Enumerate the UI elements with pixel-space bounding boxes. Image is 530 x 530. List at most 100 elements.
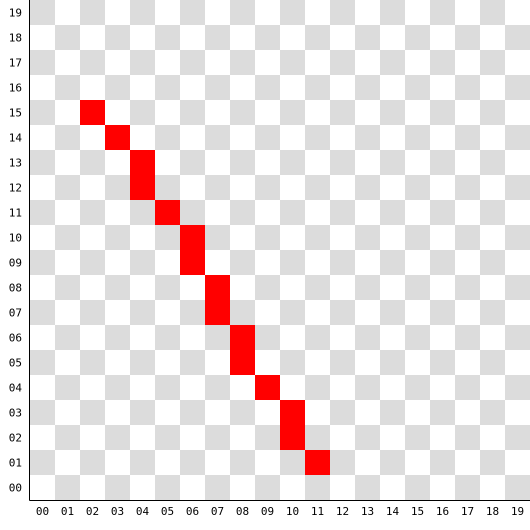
grid-cell (405, 350, 430, 375)
grid-cell (55, 250, 80, 275)
grid-cell (405, 25, 430, 50)
grid-cell (480, 100, 505, 125)
filled-cell (130, 150, 155, 175)
grid-cell (505, 400, 530, 425)
grid-cell (130, 225, 155, 250)
grid-cell (480, 125, 505, 150)
grid-cell (405, 100, 430, 125)
grid-cell (330, 225, 355, 250)
grid-cell (480, 300, 505, 325)
grid-cell (105, 425, 130, 450)
grid-cell (455, 125, 480, 150)
grid-cell (405, 375, 430, 400)
x-tick-label: 13 (361, 505, 374, 518)
grid-cell (280, 450, 305, 475)
grid-cell (280, 125, 305, 150)
grid-cell (305, 50, 330, 75)
grid-cell (430, 100, 455, 125)
grid-cell (55, 225, 80, 250)
grid-cell (180, 425, 205, 450)
grid-cell (230, 75, 255, 100)
grid-cell (30, 100, 55, 125)
y-tick-label: 09 (9, 257, 22, 270)
grid-cell (130, 325, 155, 350)
grid-cell (230, 375, 255, 400)
grid-cell (330, 250, 355, 275)
y-tick-label: 04 (9, 382, 23, 395)
grid-cell (505, 0, 530, 25)
filled-cell (305, 450, 330, 475)
x-tick-label: 03 (111, 505, 124, 518)
grid-cell (180, 0, 205, 25)
grid-cell (505, 375, 530, 400)
grid-cell (55, 350, 80, 375)
grid-cell (30, 375, 55, 400)
grid-cell (430, 225, 455, 250)
grid-cell (405, 200, 430, 225)
x-tick-label: 01 (61, 505, 74, 518)
grid-cell (55, 175, 80, 200)
grid-cell (255, 275, 280, 300)
filled-cell (230, 325, 255, 350)
grid-cell (505, 175, 530, 200)
grid-cell (155, 300, 180, 325)
grid-cell (480, 175, 505, 200)
y-tick-label: 10 (9, 232, 22, 245)
grid-cell (380, 350, 405, 375)
grid-cell (30, 200, 55, 225)
grid-cell (30, 50, 55, 75)
grid-cell (380, 425, 405, 450)
grid-cell (180, 400, 205, 425)
grid-cell (80, 400, 105, 425)
grid-cell (180, 350, 205, 375)
grid-cell (330, 450, 355, 475)
y-tick-label: 02 (9, 432, 22, 445)
grid-cell (405, 50, 430, 75)
grid-cell (130, 200, 155, 225)
grid-cell (305, 250, 330, 275)
grid-cell (330, 125, 355, 150)
grid-cell (505, 75, 530, 100)
grid-cell (155, 50, 180, 75)
grid-cell (30, 25, 55, 50)
grid-cell (155, 225, 180, 250)
grid-cell (30, 150, 55, 175)
grid-cell (480, 375, 505, 400)
grid-cell (430, 0, 455, 25)
grid-cell (255, 425, 280, 450)
grid-cell (505, 225, 530, 250)
grid-cell (405, 250, 430, 275)
filled-cell (205, 300, 230, 325)
grid-cell (430, 300, 455, 325)
grid-cell (280, 100, 305, 125)
grid-cell (105, 75, 130, 100)
grid-cell (80, 175, 105, 200)
grid-cell (405, 150, 430, 175)
grid-cell (455, 200, 480, 225)
grid-cell (355, 100, 380, 125)
grid-cell (455, 325, 480, 350)
grid-cell (30, 300, 55, 325)
x-tick-label: 09 (261, 505, 274, 518)
grid-cell (105, 175, 130, 200)
grid-cell (180, 450, 205, 475)
x-tick-label: 14 (386, 505, 400, 518)
filled-cell (280, 425, 305, 450)
grid-cell (105, 300, 130, 325)
grid-cell (280, 375, 305, 400)
grid-cell (430, 175, 455, 200)
grid-cell (105, 25, 130, 50)
grid-cell (380, 275, 405, 300)
grid-cell (255, 250, 280, 275)
grid-cell (155, 75, 180, 100)
grid-cell (330, 0, 355, 25)
grid-cell (430, 25, 455, 50)
y-tick-label: 06 (9, 332, 22, 345)
grid-cell (505, 275, 530, 300)
x-tick-label: 11 (311, 505, 324, 518)
grid-cell (30, 175, 55, 200)
grid-cell (405, 300, 430, 325)
grid-cell (505, 250, 530, 275)
grid-cell (305, 325, 330, 350)
grid-cell (455, 150, 480, 175)
